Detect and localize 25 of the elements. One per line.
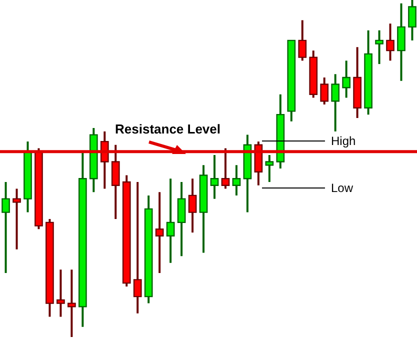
candlestick [188,178,197,234]
annotation: High [331,134,356,148]
candlestick [232,164,241,196]
candlestick [386,22,394,62]
annotation: Low [331,181,354,195]
candlestick [408,0,416,42]
candlestick [221,147,230,190]
candlestick [68,268,76,337]
candlestick [298,19,307,62]
candlestick [265,154,274,183]
candlestick [320,76,329,106]
candlestick [56,268,65,318]
candlestick [133,180,142,314]
candlestick [166,178,175,264]
candlestick [12,188,21,250]
candlestick [397,2,406,82]
candlestick [375,29,384,66]
candlestick [210,154,219,200]
candlestick [177,180,186,258]
candlestick [111,144,120,220]
ref-line-label: Resistance Level [115,122,221,137]
candlestick [342,60,350,99]
candlestick [155,191,164,274]
candlestick [331,73,340,132]
candlestick [2,180,10,274]
